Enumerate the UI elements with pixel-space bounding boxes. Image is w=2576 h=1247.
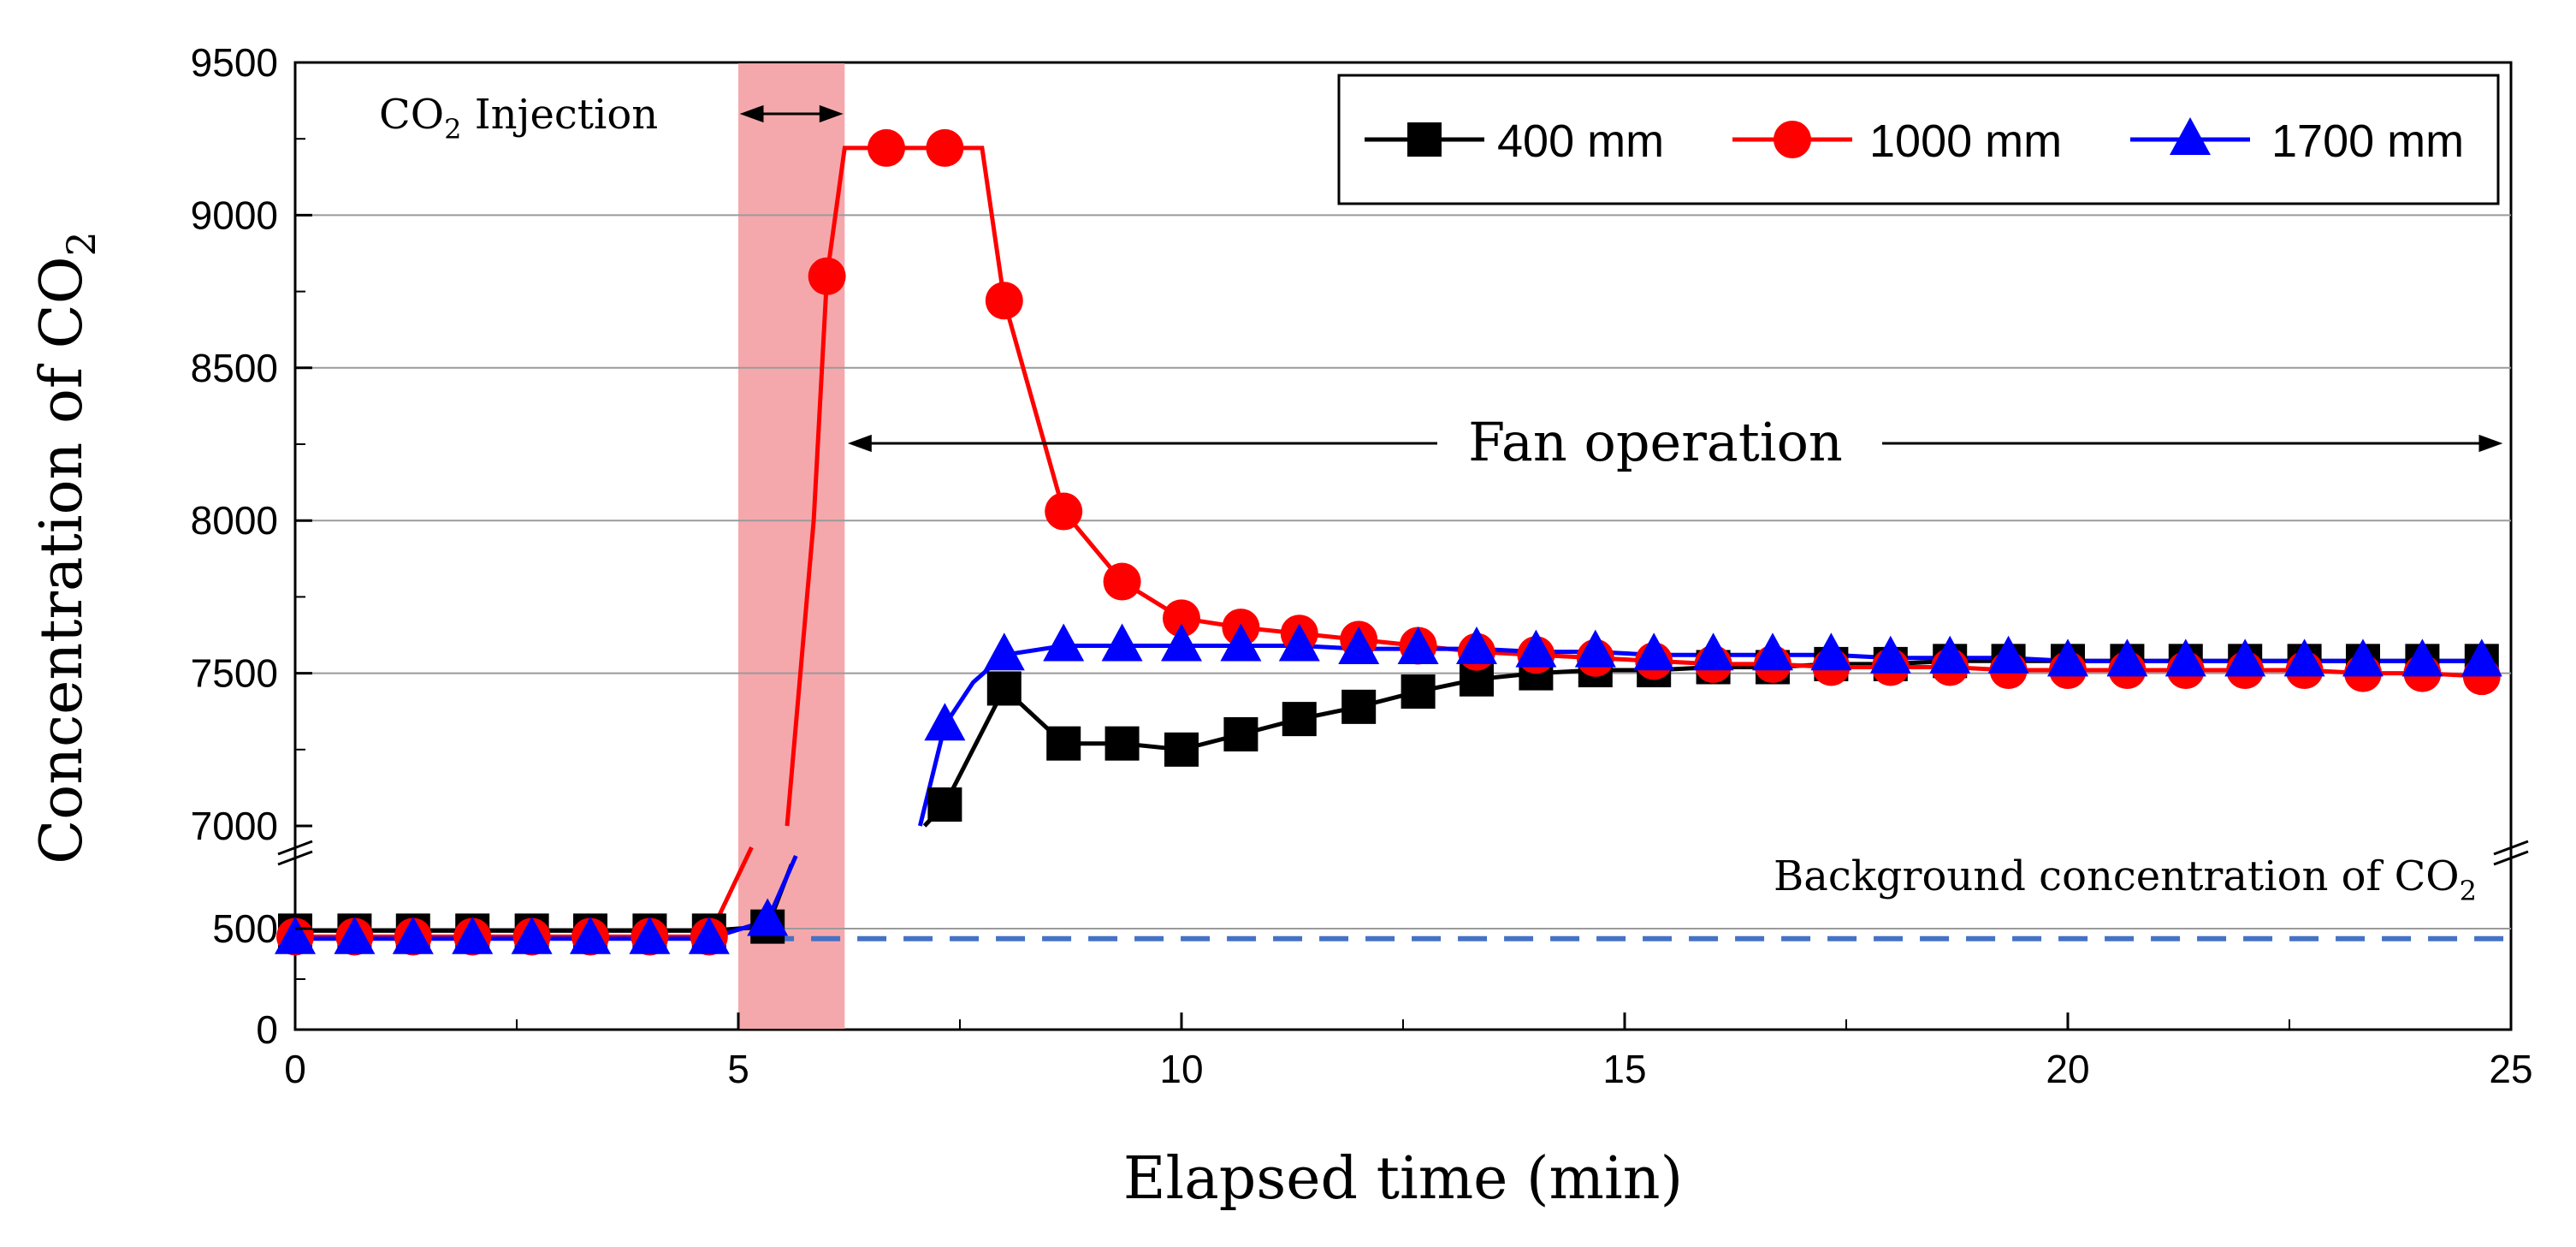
- data-point-1700mm-5: [569, 916, 611, 954]
- y-tick-label: 8000: [191, 498, 278, 543]
- data-point-1700mm-0: [275, 916, 316, 954]
- legend-label-1700: 1700 mm: [2271, 116, 2464, 167]
- data-point-1000mm-14: [1163, 599, 1200, 638]
- data-point-1700mm-29: [2106, 638, 2148, 677]
- data-point-1700mm-21: [1633, 632, 1675, 671]
- legend: 400 mm 1000 mm 1700 mm: [1337, 74, 2500, 205]
- series-markers: [275, 128, 2502, 956]
- data-point-400mm-9: [927, 787, 962, 822]
- x-tick-label: 15: [1602, 1047, 1646, 1091]
- y-tick-label: 7000: [191, 804, 278, 848]
- data-point-1700mm-1: [334, 916, 376, 954]
- legend-marker-1000mm: [1774, 121, 1811, 158]
- data-point-1000mm-8: [808, 257, 846, 295]
- data-point-1700mm-28: [2047, 638, 2088, 677]
- data-point-1700mm-20: [1574, 629, 1616, 668]
- data-point-1700mm-7: [688, 916, 730, 954]
- data-point-1700mm-14: [1220, 623, 1262, 662]
- x-tick-label: 0: [284, 1047, 306, 1091]
- data-point-400mm-15: [1282, 702, 1317, 737]
- legend-marker-1700mm: [2170, 117, 2211, 155]
- x-tick-label: 5: [727, 1047, 749, 1091]
- y-tick-label: 500: [212, 906, 278, 951]
- data-point-1700mm-31: [2224, 638, 2266, 677]
- data-point-1700mm-32: [2283, 638, 2325, 677]
- co2-injection-arrow: [739, 104, 844, 123]
- x-tick-label: 25: [2489, 1047, 2532, 1091]
- data-point-1700mm-33: [2342, 638, 2384, 677]
- legend-box: [1337, 74, 2500, 205]
- co2-injection-band: [738, 63, 845, 1029]
- data-point-1700mm-30: [2164, 638, 2206, 677]
- fan-operation-arrow-head-right: [2478, 434, 2503, 453]
- data-point-1700mm-23: [1752, 632, 1794, 671]
- data-point-1700mm-10: [983, 632, 1025, 671]
- data-point-1700mm-22: [1692, 632, 1734, 671]
- data-point-1700mm-3: [452, 916, 494, 954]
- data-point-1000mm-12: [1045, 492, 1083, 531]
- series-line-lower-1700mm: [295, 854, 798, 941]
- data-point-1000mm-10: [926, 128, 964, 167]
- data-point-400mm-12: [1104, 726, 1140, 761]
- data-point-400mm-16: [1341, 689, 1377, 724]
- data-point-1000mm-9: [868, 128, 906, 167]
- data-point-1700mm-35: [2461, 638, 2502, 677]
- data-point-1700mm-15: [1278, 623, 1320, 662]
- background-concentration-label: Background concentration of CO2: [1774, 852, 2477, 907]
- axes: 0 5 10 15 20 25 0 500 7000 7500 8000 8500 9000 9500: [191, 40, 2533, 1091]
- data-point-1700mm-25: [1869, 635, 1911, 674]
- data-point-400mm-10: [986, 671, 1022, 706]
- data-point-1700mm-18: [1455, 626, 1497, 665]
- data-point-1000mm-11: [985, 282, 1023, 320]
- data-point-1700mm-2: [392, 916, 434, 954]
- data-point-1700mm-13: [1161, 623, 1202, 662]
- co2-injection-arrow-head-right: [819, 104, 844, 123]
- data-point-1700mm-16: [1338, 626, 1380, 665]
- data-point-1700mm-19: [1515, 629, 1557, 668]
- data-point-1700mm-4: [511, 916, 553, 954]
- y-tick-label: 8500: [191, 346, 278, 390]
- co2-injection-label: CO2 Injection: [379, 91, 658, 145]
- y-tick-label: 7500: [191, 651, 278, 696]
- data-point-400mm-13: [1164, 732, 1199, 767]
- y-tick-label: 0: [256, 1007, 278, 1052]
- data-point-1700mm-6: [629, 916, 671, 954]
- data-point-1700mm-11: [1043, 623, 1085, 662]
- data-point-1700mm-12: [1101, 623, 1143, 662]
- data-point-400mm-11: [1046, 726, 1081, 761]
- legend-label-400: 400 mm: [1497, 116, 1664, 167]
- data-point-1700mm-17: [1397, 626, 1439, 665]
- data-point-400mm-14: [1223, 716, 1258, 751]
- y-tick-label: 9000: [191, 193, 278, 237]
- data-point-400mm-17: [1401, 674, 1436, 710]
- data-point-1000mm-13: [1103, 562, 1141, 601]
- data-point-1700mm-27: [1987, 635, 2029, 674]
- co2-injection-arrow-head-left: [739, 104, 764, 123]
- y-axis-title: Concentration of CO2: [28, 231, 104, 864]
- data-point-1700mm-9: [924, 703, 966, 741]
- fan-operation-label: Fan operation: [1468, 411, 1843, 473]
- data-point-1700mm-24: [1810, 632, 1852, 671]
- fan-operation-label-bg: [1437, 406, 1882, 483]
- x-tick-label: 10: [1159, 1047, 1203, 1091]
- plot-area: [293, 61, 2513, 1031]
- y-axis-break-right: [2493, 840, 2529, 866]
- y-axis-break-left: [277, 840, 313, 866]
- data-point-1700mm-8: [747, 898, 789, 936]
- legend-marker-400mm: [1407, 122, 1442, 157]
- data-point-1700mm-34: [2401, 638, 2443, 677]
- x-tick-label: 20: [2046, 1047, 2089, 1091]
- data-point-1700mm-26: [1929, 635, 1971, 674]
- x-axis-title: Elapsed time (min): [1123, 1145, 1683, 1213]
- legend-label-1000: 1000 mm: [1869, 116, 2062, 167]
- fan-operation-arrow-head-left: [847, 434, 872, 453]
- y-tick-label: 9500: [191, 40, 278, 85]
